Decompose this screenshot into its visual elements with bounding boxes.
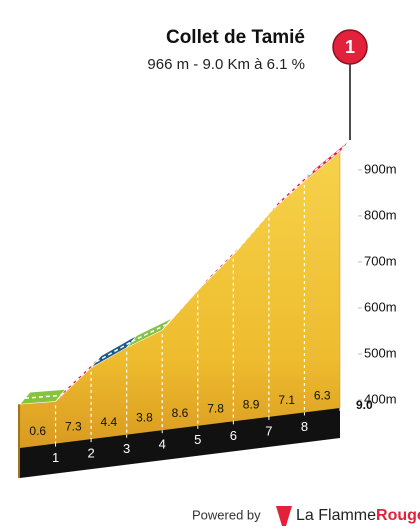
x-tick-label: 2 — [87, 446, 94, 461]
plot: 0.6 7.3 4.4 3.8 8.6 7.8 8.9 7.1 6.3 1 2 3 4 5 6 7 8 9.040… — [18, 29, 397, 478]
gradient-label: 7.3 — [65, 420, 82, 434]
x-tick-label: 6 — [230, 428, 237, 443]
ribbon-center — [237, 207, 275, 250]
x-tick-label: 1 — [52, 450, 59, 465]
x-tick-label: 9.0 — [356, 398, 373, 412]
chart-title: Collet de Tamié — [166, 27, 305, 48]
brand-text: La Flamme — [296, 507, 376, 524]
ribbon-center — [60, 361, 97, 396]
y-tick-label: 700m — [364, 253, 397, 268]
x-tick-label: 8 — [301, 419, 308, 434]
x-tick-label: 5 — [194, 432, 201, 447]
gradient-label: 0.6 — [29, 424, 46, 438]
ribbon-center — [202, 248, 239, 286]
marker-circle — [332, 29, 368, 65]
y-tick-label: 600m — [364, 299, 397, 314]
ribbon-center — [166, 284, 204, 325]
gradient-label: 8.9 — [243, 397, 260, 411]
gradient-label: 7.8 — [207, 402, 224, 416]
gradient-label: 6.3 — [314, 388, 331, 402]
gradient-label: 7.1 — [278, 393, 295, 407]
x-tick-label: 4 — [159, 437, 166, 452]
marker-label: 1 — [345, 37, 355, 57]
base-strip — [20, 408, 340, 478]
footer-brand: La FlammeRouge — [296, 507, 420, 524]
ribbon-center — [24, 394, 61, 399]
y-tick-label: 800m — [364, 207, 397, 222]
footer-powered: Powered by — [192, 507, 261, 522]
brand-accent: Rouge — [376, 507, 420, 524]
profile-side — [18, 404, 20, 478]
brand-logo — [276, 506, 292, 526]
chart-subtitle: 966 m - 9.0 Km à 6.1 % — [147, 56, 305, 73]
x-tick-label: 3 — [123, 441, 130, 456]
ribbon-center — [308, 145, 346, 176]
gradient-label: 4.4 — [101, 415, 118, 429]
gradient-label: 3.8 — [136, 411, 153, 425]
ribbon-center — [273, 174, 310, 209]
y-tick-label: 400m — [364, 391, 397, 406]
y-tick-label: 500m — [364, 345, 397, 360]
y-tick-label: 900m — [364, 161, 397, 176]
x-tick-label: 7 — [265, 423, 272, 438]
gradient-label: 8.6 — [172, 406, 189, 420]
